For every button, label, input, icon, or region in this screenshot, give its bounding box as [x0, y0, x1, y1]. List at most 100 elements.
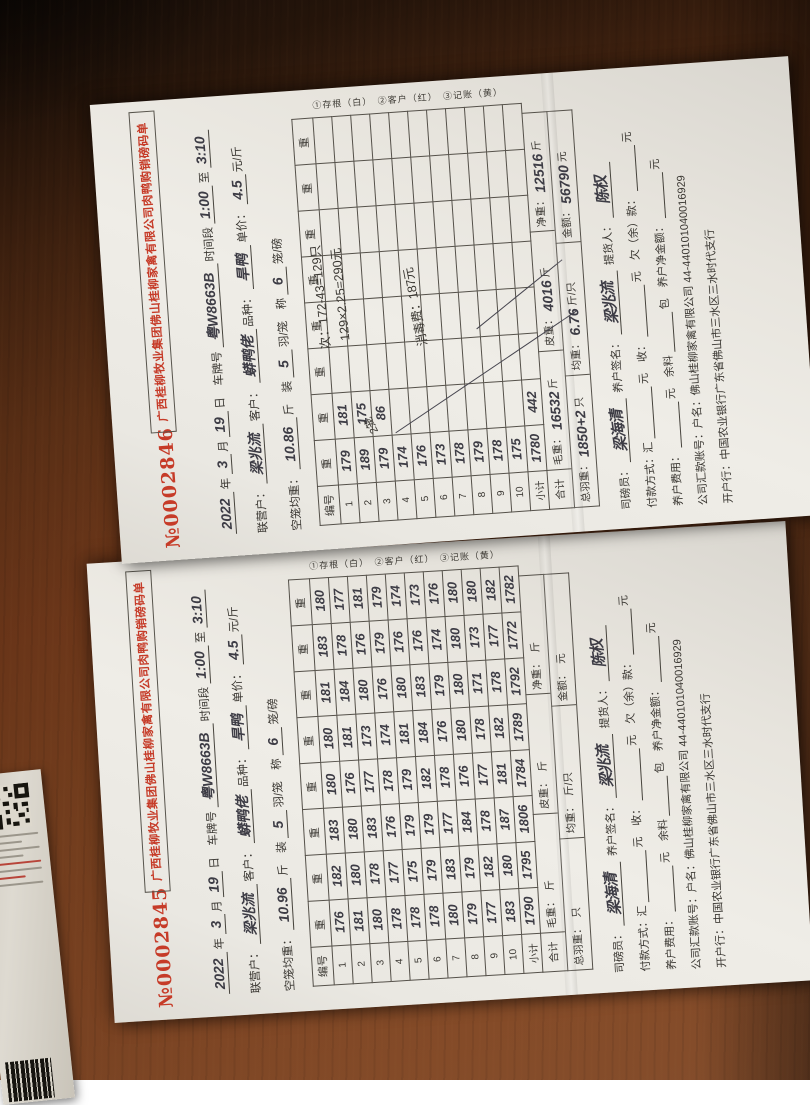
printed-label: 至: [196, 171, 213, 184]
illegible-text-line: [0, 840, 22, 846]
printed-label: 元 收：: [627, 803, 646, 848]
weight-value: 180: [451, 674, 466, 697]
handwritten-field: 2022: [217, 492, 237, 535]
weight-value: 173: [433, 443, 448, 466]
handwritten-field: 2022: [211, 952, 231, 995]
printed-label: 年: [211, 937, 228, 949]
printed-label: 羽/笼 称: [273, 297, 292, 347]
weight-value: 176: [353, 633, 368, 656]
weight-value: 178: [438, 767, 453, 790]
weight-value: 181: [335, 404, 350, 427]
farmer-customer-breed-price-line: 联营户：梁兆流客户：蟒鸭佬品种：旱鸭单价：4.5元/斤: [221, 571, 264, 995]
weight-value: 180: [356, 679, 371, 702]
form-title: 广西桂柳牧业集团佛山桂柳家禽有限公司肉鸭购销磅码单: [128, 110, 176, 433]
printed-label: 时间段: [195, 686, 213, 721]
weight-value: 180: [346, 818, 361, 841]
printed-label: 养户费用：: [660, 914, 679, 970]
row-label: 10: [503, 934, 524, 974]
weight-value: 175: [509, 438, 524, 461]
handwritten-value: 1:00: [192, 651, 208, 680]
weight-value: 178: [478, 810, 493, 833]
weight-value: 179: [424, 859, 439, 882]
printed-label: 元 余料: [654, 819, 673, 864]
weight-value: 176: [391, 631, 406, 654]
weight-value: 180: [448, 628, 463, 651]
handwritten-value: 4.5: [229, 180, 245, 201]
illegible-text-line: [0, 846, 40, 854]
form-footer: 司磅员：梁海清 养户签名：梁兆流 提货人：陈权 付款方式：汇元 收：元 欠（余）…: [587, 73, 745, 511]
printed-label: 元 余料: [660, 355, 679, 400]
weight-value: 180: [312, 590, 327, 613]
handwritten-field: 粤W8663B: [197, 724, 219, 809]
picker-signature: 陈权: [589, 639, 608, 669]
printed-label: 单价：: [228, 668, 246, 703]
printed-label: 元: [642, 622, 659, 634]
weight-column-header: 重: [303, 808, 327, 855]
weight-value: 183: [327, 819, 342, 842]
blank-field: [635, 386, 656, 439]
number-column-header: 编号: [311, 946, 334, 986]
printed-label: 年: [217, 477, 234, 490]
weight-value: 178: [334, 635, 349, 658]
printed-label: 元/斤: [224, 606, 242, 633]
weight-value: 180: [370, 909, 385, 932]
weight-value: 176: [426, 583, 441, 606]
printed-label: 日 车牌号: [208, 351, 228, 409]
form-title: 广西桂柳牧业集团佛山桂柳家禽有限公司肉鸭购销磅码单: [125, 570, 171, 893]
form-footer: 司磅员：梁海清 养户签名：梁兆流 提货人：陈权 付款方式：汇元 收：元 欠（余）…: [584, 538, 738, 975]
weight-value: 179: [465, 903, 480, 926]
weight-value: 178: [367, 863, 382, 886]
total-label: 合计: [546, 469, 574, 509]
weight-value: 179: [376, 447, 391, 470]
blank-field: [651, 776, 670, 817]
weight-value: 176: [343, 772, 358, 795]
weight-value: 179: [372, 632, 387, 655]
weight-value: 179: [421, 814, 436, 837]
row-label: 9: [484, 936, 505, 976]
weight-value: 178: [489, 671, 504, 694]
handwritten-value: 19: [206, 876, 221, 893]
printed-label: 月: [215, 440, 232, 453]
picker-signature: 陈权: [593, 175, 612, 205]
row-label: 4: [389, 941, 410, 981]
weight-column-header: 重: [300, 762, 324, 809]
printed-label: 月: [208, 900, 225, 912]
handwritten-value: 6: [266, 737, 281, 746]
weight-column-header: 重: [305, 854, 329, 901]
handwritten-field: 3:10: [192, 130, 212, 169]
weight-value: 182: [492, 717, 507, 740]
weight-value: 442: [525, 391, 540, 414]
printed-label: 单价：: [232, 208, 250, 244]
weight-value: 180: [324, 773, 339, 796]
weight-value: 176: [332, 911, 347, 934]
handwritten-value: 粤W8663B: [197, 732, 216, 801]
printed-label: 联营户：: [245, 947, 264, 994]
row-label: 7: [446, 938, 467, 978]
printed-label: 付款方式：汇: [634, 905, 654, 972]
printed-label: 付款方式：汇: [640, 441, 661, 508]
printed-label: 包 养户净金额：: [646, 685, 667, 774]
row-label: 1: [332, 945, 353, 985]
weight-value: 184: [459, 811, 474, 834]
blank-field: [623, 748, 643, 801]
blank-field: [614, 609, 634, 656]
serial-number: №0002845: [148, 886, 177, 1008]
weight-cell: 1782: [499, 566, 521, 613]
row-label: 5: [408, 940, 429, 980]
handwritten-value: 蟒鸭佬: [235, 796, 252, 839]
weight-value: 1789: [510, 712, 525, 742]
weight-cell: [502, 103, 524, 150]
blank-field: [629, 850, 649, 903]
weight-value: 174: [388, 585, 403, 608]
weight-value: 183: [503, 901, 518, 924]
handwritten-value: 5: [276, 360, 291, 369]
printed-label: 元 收：: [633, 340, 652, 385]
printed-label: 元 欠（余）款：: [622, 194, 644, 283]
weight-value: 174: [395, 446, 410, 469]
row-label: 3: [370, 943, 391, 983]
label-slip: [0, 769, 75, 1105]
handwritten-value: 梁兆流: [247, 433, 265, 476]
handwritten-value: 粤W8663B: [201, 272, 221, 341]
weight-column-header: 重: [291, 625, 315, 672]
total-label: 合计: [540, 932, 567, 971]
